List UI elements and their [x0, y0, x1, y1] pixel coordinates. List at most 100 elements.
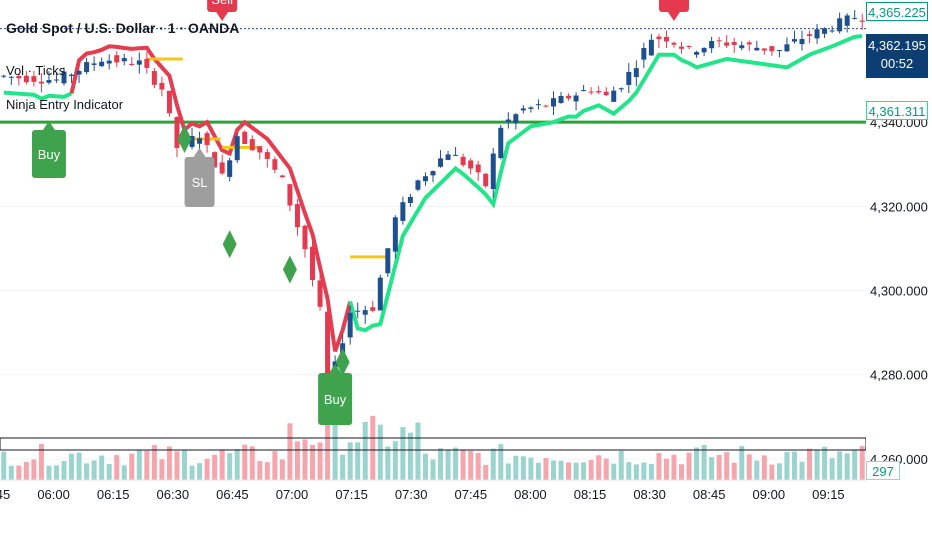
volume-bar	[347, 442, 353, 480]
candle-body	[362, 310, 368, 315]
volume-bar	[618, 450, 624, 480]
candle-body	[234, 136, 240, 161]
volume-bar	[550, 460, 556, 480]
volume-bar	[287, 423, 293, 480]
candle-body	[106, 60, 112, 64]
candle-body	[581, 90, 587, 92]
buy-signal-text: Buy	[38, 147, 61, 162]
candle-body	[814, 29, 820, 39]
candle-body	[663, 36, 669, 42]
volume-bar	[679, 464, 685, 480]
volume-bar	[264, 462, 270, 480]
candle-body	[618, 88, 624, 90]
volume-bar	[76, 452, 82, 480]
candle-body	[76, 70, 82, 75]
candle-body	[174, 117, 180, 148]
candle-body	[776, 50, 782, 52]
buy-signal-pointer	[42, 121, 55, 130]
volume-bar	[197, 463, 203, 480]
buy-signal-low-body	[318, 373, 353, 425]
candle-body	[69, 74, 75, 77]
last-price-tag: 4,362.195 00:52	[866, 34, 928, 78]
volume-bar	[325, 418, 331, 480]
buy-signal-low-text: Buy	[324, 392, 347, 407]
candle-body	[641, 47, 647, 60]
candle-body	[648, 39, 654, 56]
stop-loss-signal-text: SL	[192, 175, 208, 190]
volume-bar	[784, 451, 790, 480]
volume-bar	[392, 441, 398, 480]
volume-bar	[671, 454, 677, 480]
volume-bar	[340, 454, 346, 480]
volume-bar	[596, 455, 602, 480]
volume-bar	[573, 462, 579, 480]
candle-body	[498, 127, 504, 159]
buy-signal: Buy	[31, 121, 66, 178]
sell-signal-pointer	[216, 12, 229, 21]
volume-bar	[38, 444, 44, 480]
volume-bar	[121, 465, 127, 480]
x-tick-label: 07:15	[335, 487, 368, 502]
candle-body	[671, 42, 677, 45]
stop-loss-signal-pointer	[193, 148, 206, 157]
volume-bar	[468, 450, 474, 480]
candle-body	[739, 45, 745, 49]
volume-bar	[791, 451, 797, 480]
volume-bar	[746, 454, 752, 480]
symbol-title[interactable]: Gold Spot / U.S. Dollar · 1 · OANDA	[6, 20, 240, 36]
volume-bar	[438, 448, 444, 480]
volume-bar	[317, 442, 323, 480]
volume-bar	[355, 442, 361, 480]
volume-legend[interactable]: Vol · Ticks	[6, 63, 66, 78]
candle-body	[392, 217, 398, 252]
volume-bar	[656, 453, 662, 480]
volume-bar	[694, 447, 700, 480]
volume-bar	[588, 459, 594, 480]
candle-body	[294, 204, 300, 228]
last-price-value: 4,362.195	[868, 38, 926, 53]
volume-bar	[844, 453, 850, 480]
volume-bar	[769, 464, 775, 480]
volume-bar	[249, 446, 255, 480]
volume-bar	[543, 458, 549, 480]
grid	[0, 28, 866, 460]
volume-bar	[415, 422, 421, 480]
candle-body	[656, 36, 662, 40]
candle-body	[99, 61, 105, 67]
volume-bar	[279, 459, 285, 480]
candle-body	[8, 76, 14, 78]
volume-bar	[776, 463, 782, 480]
candle-body	[121, 58, 127, 62]
x-tick-label: 06:15	[97, 487, 130, 502]
volume-bar	[731, 462, 737, 480]
y-axis: 4,260.0004,280.0004,300.0004,320.0004,34…	[866, 0, 932, 550]
volume-bar	[566, 462, 572, 480]
x-tick-label: 09:00	[753, 487, 786, 502]
candle-body	[415, 180, 421, 190]
x-tick-label: 09:15	[812, 487, 845, 502]
volume-bar	[611, 463, 617, 480]
candle-body	[701, 48, 707, 53]
candle-body	[679, 46, 685, 49]
candle-body	[325, 311, 331, 382]
candle-body	[279, 175, 285, 178]
volume-bar	[23, 461, 29, 480]
trail-segment	[348, 34, 863, 333]
candle-body	[227, 160, 233, 177]
candle-body	[483, 173, 489, 187]
candle-body	[475, 164, 481, 173]
candle-body	[596, 91, 602, 93]
indicator-legend[interactable]: Ninja Entry Indicator	[6, 97, 124, 112]
volume-bar	[535, 462, 541, 480]
candle-body	[272, 159, 278, 170]
candle-body	[204, 133, 210, 146]
candle-body	[566, 95, 572, 99]
volume-bar	[761, 455, 767, 480]
candle-body	[460, 156, 466, 166]
candle-body	[310, 246, 316, 281]
volume-bar	[701, 445, 707, 480]
volume-bar	[520, 456, 526, 480]
candle-body	[53, 79, 59, 81]
candle-body	[784, 44, 790, 52]
